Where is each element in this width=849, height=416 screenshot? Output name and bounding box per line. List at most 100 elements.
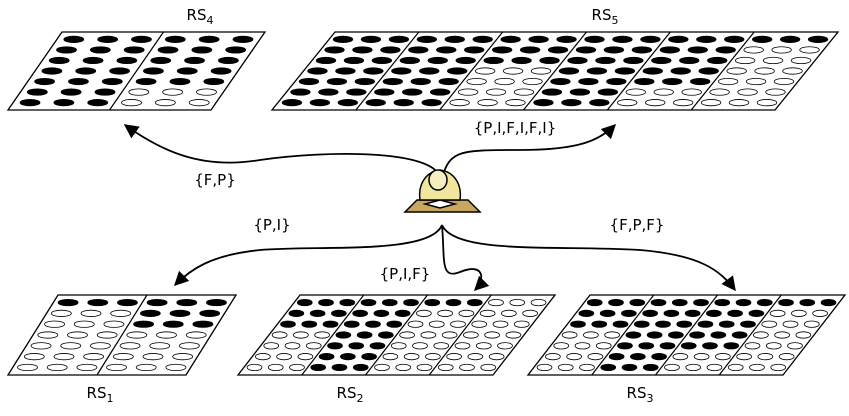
- result-dot: [392, 68, 412, 74]
- result-dot: [647, 332, 662, 338]
- result-dot: [788, 343, 803, 349]
- result-dot: [697, 36, 717, 42]
- result-dot: [571, 321, 586, 327]
- result-dot: [624, 57, 644, 63]
- result-dot: [694, 353, 709, 359]
- result-dot: [762, 321, 777, 327]
- result-dot: [218, 57, 238, 63]
- result-dot: [434, 343, 449, 349]
- result-dot: [446, 299, 461, 305]
- result-dot: [447, 68, 467, 74]
- result-dot: [289, 310, 304, 316]
- result-dot: [436, 47, 456, 53]
- result-dot: [282, 99, 302, 105]
- result-dot: [635, 78, 655, 84]
- result-dot: [651, 299, 666, 305]
- result-dot: [632, 47, 652, 53]
- result-dot: [90, 343, 110, 349]
- result-dot: [57, 47, 77, 53]
- result-dot: [686, 364, 701, 370]
- result-dot: [375, 364, 390, 370]
- result-dot: [732, 332, 747, 338]
- result-dot: [626, 89, 646, 95]
- result-dot: [68, 332, 88, 338]
- result-dot: [102, 78, 122, 84]
- result-dot: [353, 364, 368, 370]
- result-dot: [766, 343, 781, 349]
- result-dot: [290, 364, 305, 370]
- result-dot: [630, 353, 645, 359]
- result-dot: [308, 68, 328, 74]
- result-dot: [579, 310, 594, 316]
- result-dot: [409, 47, 429, 53]
- result-dot: [316, 57, 336, 63]
- result-dot: [506, 332, 521, 338]
- result-dot: [340, 353, 355, 359]
- result-dot: [763, 57, 783, 63]
- result-dot: [293, 332, 308, 338]
- edge-label: {P,I,F,I,F,I}: [474, 119, 557, 137]
- node-label: RS5: [592, 6, 619, 27]
- result-dot: [51, 310, 71, 316]
- result-dot: [417, 364, 432, 370]
- result-dot: [129, 89, 149, 95]
- result-dot: [791, 310, 806, 316]
- result-dot: [211, 68, 231, 74]
- result-dot: [81, 310, 101, 316]
- result-dot: [664, 310, 679, 316]
- result-dot: [76, 68, 96, 74]
- result-dot: [456, 57, 476, 63]
- result-dot: [199, 36, 219, 42]
- result-dot: [327, 78, 347, 84]
- result-dot: [319, 299, 334, 305]
- result-dot: [158, 47, 178, 53]
- result-dot: [495, 78, 515, 84]
- arrow: [442, 225, 481, 290]
- result-dot: [155, 99, 175, 105]
- result-dot: [501, 36, 521, 42]
- result-dot: [74, 321, 94, 327]
- result-dot: [442, 332, 457, 338]
- result-dot: [783, 68, 803, 74]
- result-dot: [486, 89, 506, 95]
- result-dot: [492, 47, 512, 53]
- result-dot: [150, 343, 170, 349]
- result-dot: [226, 47, 246, 53]
- result-dot: [192, 47, 212, 53]
- result-dot: [136, 364, 156, 370]
- result-dot: [520, 47, 540, 53]
- result-dot: [685, 310, 700, 316]
- edge-label: {F,P}: [194, 171, 236, 189]
- result-dot: [735, 57, 755, 63]
- result-dot: [200, 310, 220, 316]
- result-dot: [332, 364, 347, 370]
- result-dot: [185, 57, 205, 63]
- result-dot: [361, 299, 376, 305]
- result-dot: [821, 299, 836, 305]
- result-dot: [47, 364, 67, 370]
- result-dot: [104, 321, 124, 327]
- result-dot: [361, 36, 381, 42]
- result-dot: [68, 78, 88, 84]
- result-dot: [395, 310, 410, 316]
- result-dot: [421, 332, 436, 338]
- result-dot: [562, 332, 577, 338]
- result-dot: [447, 353, 462, 359]
- result-dot: [512, 57, 532, 63]
- result-dot: [596, 343, 611, 349]
- result-dot: [297, 299, 312, 305]
- result-dot: [438, 310, 453, 316]
- result-dot: [701, 99, 721, 105]
- result-dot: [590, 99, 610, 105]
- result-dot: [370, 343, 385, 349]
- result-dot: [672, 299, 687, 305]
- result-dot: [558, 364, 573, 370]
- result-dot: [117, 299, 137, 305]
- edge-label: {P,I,F}: [380, 265, 431, 283]
- result-dot: [124, 47, 144, 53]
- result-dot: [131, 36, 151, 42]
- result-dot: [641, 36, 661, 42]
- result-dot: [389, 36, 409, 42]
- result-dot: [654, 89, 674, 95]
- result-dot: [58, 299, 78, 305]
